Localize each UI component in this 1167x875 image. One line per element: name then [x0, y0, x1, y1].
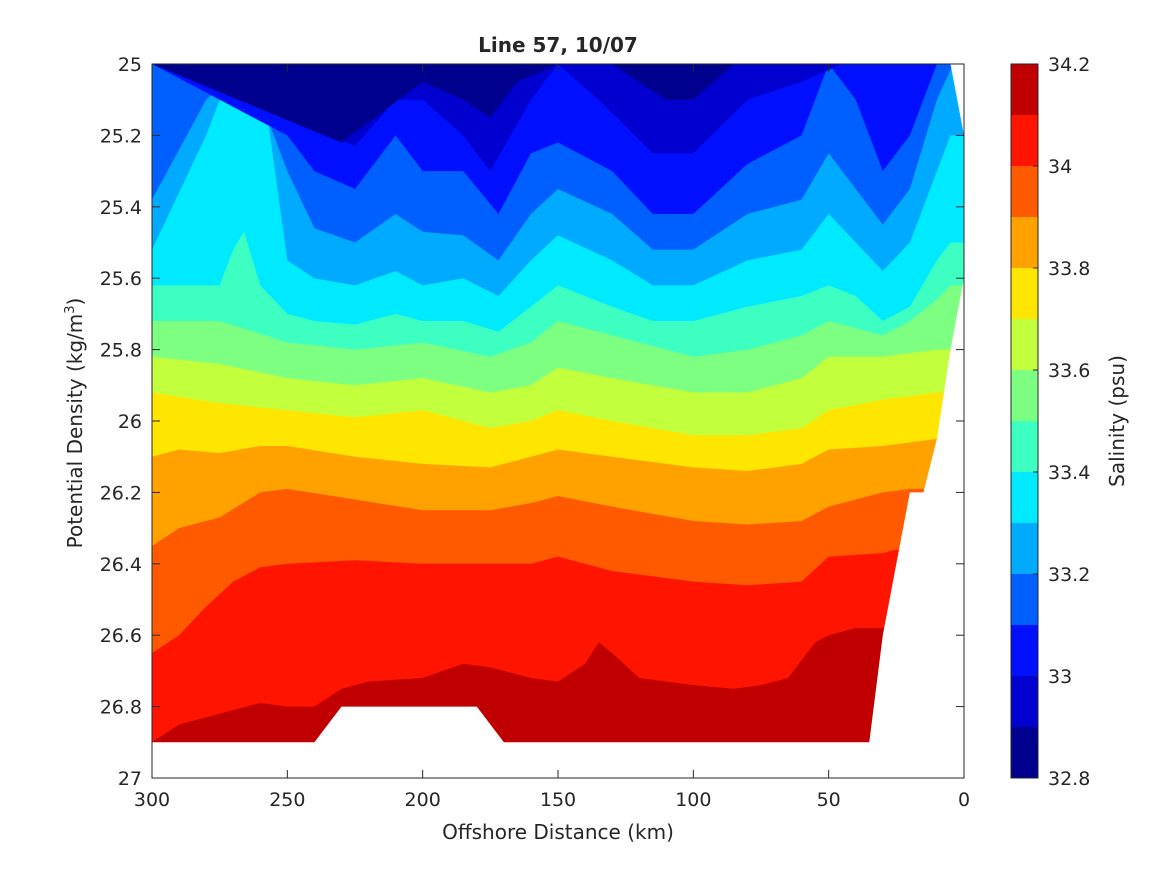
- colorbar-segment: [1011, 115, 1038, 166]
- x-tick-label: 100: [675, 789, 711, 811]
- colorbar-segment: [1011, 319, 1038, 370]
- x-tick-label: 250: [269, 789, 305, 811]
- colorbar-segment: [1011, 574, 1038, 625]
- colorbar-segment: [1011, 217, 1038, 268]
- y-tick-label: 26.6: [100, 625, 142, 647]
- colorbar-tick-label: 33.6: [1048, 360, 1090, 382]
- y-axis-label: Potential Density (kg/m3): [63, 298, 87, 549]
- x-tick-label: 200: [405, 789, 441, 811]
- y-tick-label: 26.2: [100, 482, 142, 504]
- colorbar-tick-label: 32.8: [1048, 768, 1090, 790]
- x-tick-label: 0: [958, 789, 970, 811]
- colorbar: 32.8 33 33.2 33.4 33.6 33.8 34 34.2: [1010, 54, 1090, 790]
- y-axis: 25 25.2 25.4 25.6 25.8 26 26.2 26.4 26.6 26.8 27: [100, 54, 964, 790]
- y-axis-label-tail: ): [63, 298, 87, 306]
- colorbar-segment: [1011, 64, 1038, 115]
- y-axis-label-main: Potential Density (kg/m: [63, 314, 87, 549]
- colorbar-tick-label: 34.2: [1048, 54, 1090, 76]
- salinity-contour-bands: [152, 64, 964, 778]
- x-tick-label: 150: [540, 789, 576, 811]
- colorbar-tick-label: 34: [1048, 156, 1072, 178]
- contour-band-32.9: [152, 64, 964, 143]
- y-tick-label: 27: [118, 768, 142, 790]
- colorbar-tick-label: 33.8: [1048, 258, 1090, 280]
- colorbar-segment: [1011, 166, 1038, 217]
- colorbar-tick-label: 33: [1048, 666, 1072, 688]
- colorbar-label: Salinity (psu): [1105, 355, 1129, 487]
- y-tick-label: 25.6: [100, 268, 142, 290]
- y-tick-label: 25.8: [100, 340, 142, 362]
- chart-title: Line 57, 10/07: [478, 33, 638, 57]
- x-axis: 300 250 200 150 100 50 0: [134, 64, 970, 811]
- x-tick-label: 50: [817, 789, 841, 811]
- colorbar-segment: [1011, 727, 1038, 778]
- colorbar-frame: [1010, 63, 1039, 779]
- colorbar-tick-label: 33.4: [1048, 462, 1090, 484]
- y-axis-label-sup: 3: [63, 305, 78, 313]
- x-tick-label: 300: [134, 789, 170, 811]
- colorbar-tick-label: 33.2: [1048, 564, 1090, 586]
- colorbar-segment: [1011, 370, 1038, 421]
- colorbar-segment: [1011, 676, 1038, 727]
- y-tick-label: 25.2: [100, 125, 142, 147]
- colorbar-segment: [1011, 625, 1038, 676]
- y-tick-label: 26: [118, 411, 142, 433]
- y-tick-label: 26.8: [100, 697, 142, 719]
- colorbar-segment: [1011, 472, 1038, 523]
- y-tick-label: 25: [118, 54, 142, 76]
- colorbar-segment: [1011, 268, 1038, 319]
- x-axis-label: Offshore Distance (km): [442, 820, 674, 844]
- y-tick-label: 25.4: [100, 197, 142, 219]
- y-tick-label: 26.4: [100, 554, 142, 576]
- colorbar-segment: [1011, 523, 1038, 574]
- no-data-region: [152, 64, 964, 778]
- colorbar-segment: [1011, 421, 1038, 472]
